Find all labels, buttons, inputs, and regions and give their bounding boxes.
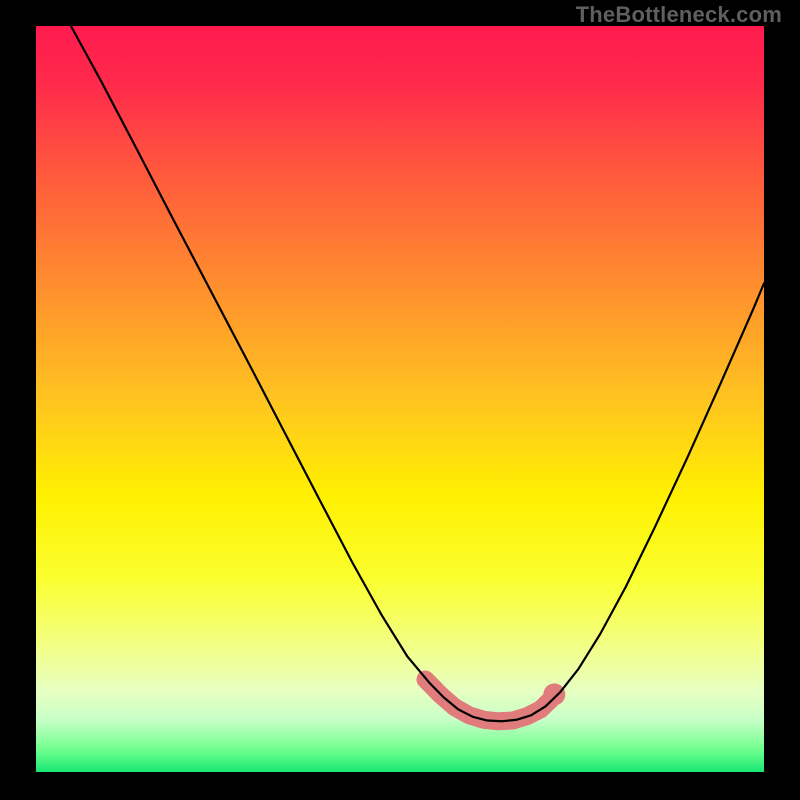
range-end-marker xyxy=(543,683,565,705)
bottleneck-chart: TheBottleneck.com xyxy=(0,0,800,800)
plot-area xyxy=(36,26,764,772)
chart-svg xyxy=(0,0,800,800)
